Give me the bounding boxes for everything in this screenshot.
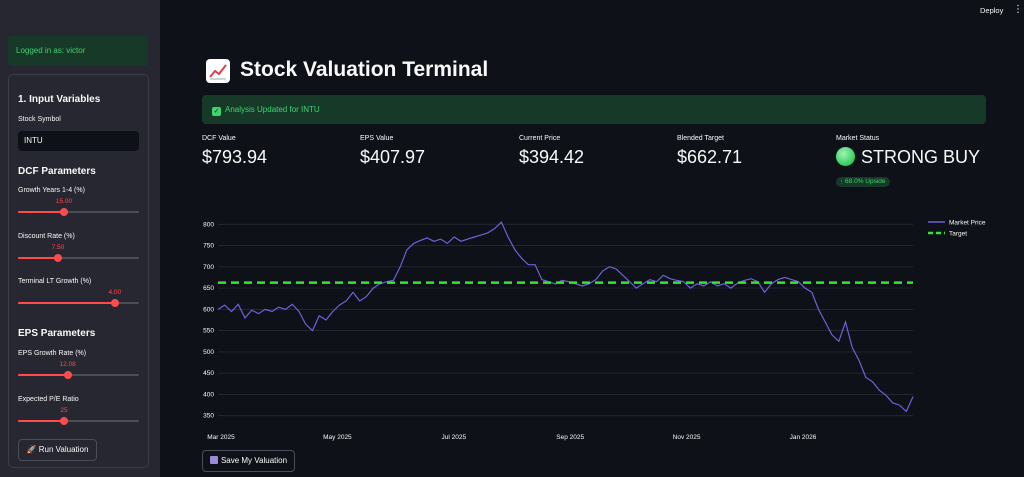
growth-years-label: Growth Years 1-4 (%) (18, 187, 85, 194)
metric-label: DCF Value (202, 135, 236, 142)
metric-eps-value: EPS Value $407.97 (360, 135, 425, 168)
metric-current-price: Current Price $394.42 (519, 135, 584, 168)
metric-value: $662.71 (677, 147, 743, 167)
save-valuation-label: Save My Valuation (220, 456, 288, 465)
y-tick-label: 700 (203, 264, 214, 271)
login-status: Logged in as: victor (8, 36, 148, 66)
x-tick-label: May 2025 (323, 434, 352, 441)
y-tick-label: 600 (203, 306, 214, 313)
y-tick-label: 400 (203, 391, 214, 398)
metric-blended-target: Blended Target $662.71 (677, 135, 742, 168)
metric-market-status: Market Status STRONG BUY (836, 135, 980, 168)
rocket-icon: 🚀 (26, 445, 37, 454)
y-tick-label: 550 (203, 328, 214, 335)
x-tick-label: Mar 2025 (207, 434, 235, 441)
slider-thumb[interactable] (63, 371, 72, 379)
slider-value: 15.00 (55, 198, 73, 205)
slider-value: 7.50 (51, 244, 65, 251)
slider-thumb[interactable] (59, 208, 68, 216)
slider-thumb[interactable] (59, 417, 68, 425)
input-variables-heading: 1. Input Variables (18, 94, 101, 105)
eps-parameters-heading: EPS Parameters (18, 328, 96, 339)
growth-years-slider[interactable]: 15.00 (18, 198, 139, 218)
x-tick-label: Sep 2025 (556, 434, 584, 441)
metric-value: STRONG BUY (861, 147, 981, 167)
success-text: Analysis Updated for INTU (225, 105, 320, 114)
y-tick-label: 350 (203, 413, 214, 420)
chart-increasing-icon (206, 59, 230, 83)
save-valuation-button[interactable]: Save My Valuation (202, 450, 295, 472)
price-chart: 350 400 450 500 550 600 650 700 750 800 Mar 2025 Ma… (203, 220, 986, 442)
metric-label: Blended Target (677, 135, 724, 142)
slider-value: 25 (60, 407, 68, 414)
terminal-growth-label: Terminal LT Growth (%) (18, 278, 92, 285)
pe-ratio-slider[interactable]: 25 (18, 407, 139, 427)
metric-value: $394.42 (519, 147, 585, 167)
page-title: Stock Valuation Terminal (240, 58, 489, 81)
run-valuation-label: Run Valuation (38, 445, 89, 454)
check-icon: ✓ (212, 107, 221, 116)
success-alert: ✓ Analysis Updated for INTU (202, 95, 986, 124)
deploy-button[interactable]: Deploy (980, 6, 1004, 15)
discount-rate-label: Discount Rate (%) (18, 233, 75, 240)
x-tick-label: Jul 2025 (442, 434, 467, 441)
y-tick-label: 750 (203, 243, 214, 250)
market-price-line (217, 221, 914, 413)
upside-badge: ↑ 68.0% Upside (836, 177, 890, 187)
legend-label-market-price: Market Price (949, 220, 986, 227)
metric-dcf-value: DCF Value $793.94 (202, 135, 267, 168)
run-valuation-button[interactable]: 🚀 Run Valuation (18, 439, 97, 461)
slider-value: 12.08 (59, 361, 76, 368)
terminal-growth-slider[interactable]: 4.00 (18, 289, 139, 309)
y-tick-label: 450 (203, 370, 214, 377)
sidebar: Logged in as: victor 1. Input Variables … (0, 0, 160, 477)
input-form: 1. Input Variables Stock Symbol INTU DCF… (8, 74, 149, 468)
x-tick-label: Jan 2026 (790, 434, 817, 441)
slider-value: 4.00 (108, 289, 122, 296)
metric-label: EPS Value (360, 135, 394, 142)
stock-symbol-input[interactable]: INTU (18, 131, 139, 151)
main-menu-icon[interactable]: ⋮ (1013, 4, 1023, 15)
y-tick-label: 650 (203, 285, 214, 292)
eps-growth-label: EPS Growth Rate (%) (18, 350, 87, 357)
slider-thumb[interactable] (53, 254, 62, 262)
metric-label: Market Status (836, 135, 880, 142)
pe-ratio-label: Expected P/E Ratio (18, 396, 79, 403)
slider-thumb[interactable] (110, 299, 119, 307)
discount-rate-slider[interactable]: 7.50 (18, 244, 139, 264)
green-circle-icon (836, 147, 855, 166)
floppy-disk-icon (209, 456, 218, 464)
y-tick-label: 800 (203, 221, 214, 228)
metric-value: $793.94 (202, 147, 268, 167)
stock-symbol-label: Stock Symbol (18, 116, 61, 123)
metric-value: $407.97 (360, 147, 426, 167)
legend-label-target: Target (949, 231, 967, 238)
x-tick-label: Nov 2025 (673, 434, 701, 441)
dcf-parameters-heading: DCF Parameters (18, 166, 96, 177)
y-tick-label: 500 (203, 349, 214, 356)
metric-label: Current Price (519, 135, 561, 142)
eps-growth-slider[interactable]: 12.08 (18, 361, 139, 381)
